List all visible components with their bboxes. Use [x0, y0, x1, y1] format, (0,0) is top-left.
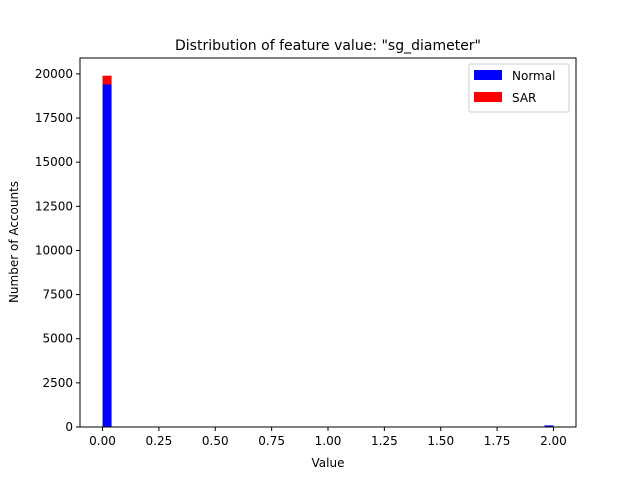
legend: Normal SAR — [468, 63, 570, 113]
x-tick-label: 2.00 — [540, 434, 567, 448]
legend-swatch-normal — [474, 70, 502, 80]
chart-title: Distribution of feature value: "sg_diame… — [175, 38, 481, 54]
y-tick-label: 17500 — [35, 111, 73, 125]
bar-normal-0 — [102, 84, 112, 428]
x-tick-label: 0.00 — [89, 434, 116, 448]
legend-label-normal: Normal — [512, 69, 555, 83]
x-tick-label: 0.75 — [258, 434, 285, 448]
x-tick-label: 1.50 — [427, 434, 454, 448]
y-tick-label: 10000 — [35, 243, 73, 257]
y-tick-label: 20000 — [35, 67, 73, 81]
y-tick-label: 15000 — [35, 155, 73, 169]
legend-swatch-sar — [474, 92, 502, 102]
x-tick-label: 1.75 — [484, 434, 511, 448]
y-tick-label: 7500 — [42, 288, 73, 302]
y-tick-label: 5000 — [42, 332, 73, 346]
x-axis-label: Value — [312, 456, 345, 470]
x-axis-ticks: 0.00 0.25 0.50 0.75 1.00 1.25 1.50 1.75 2.00 — [89, 427, 567, 448]
plot-frame — [79, 57, 577, 428]
x-tick-label: 0.50 — [202, 434, 229, 448]
x-tick-label: 1.00 — [315, 434, 342, 448]
y-axis-label: Number of Accounts — [7, 181, 21, 303]
legend-label-sar: SAR — [512, 91, 536, 105]
y-tick-label: 0 — [65, 420, 73, 434]
y-tick-label: 2500 — [42, 376, 73, 390]
bar-sar-0 — [102, 75, 112, 85]
y-axis-ticks: 0 2500 5000 7500 10000 12500 15000 17500 20000 — [35, 67, 80, 434]
y-tick-label: 12500 — [35, 199, 73, 213]
bars-group — [102, 75, 554, 428]
x-tick-label: 0.25 — [146, 434, 173, 448]
x-tick-label: 1.25 — [371, 434, 398, 448]
bar-normal-1 — [544, 425, 554, 427]
